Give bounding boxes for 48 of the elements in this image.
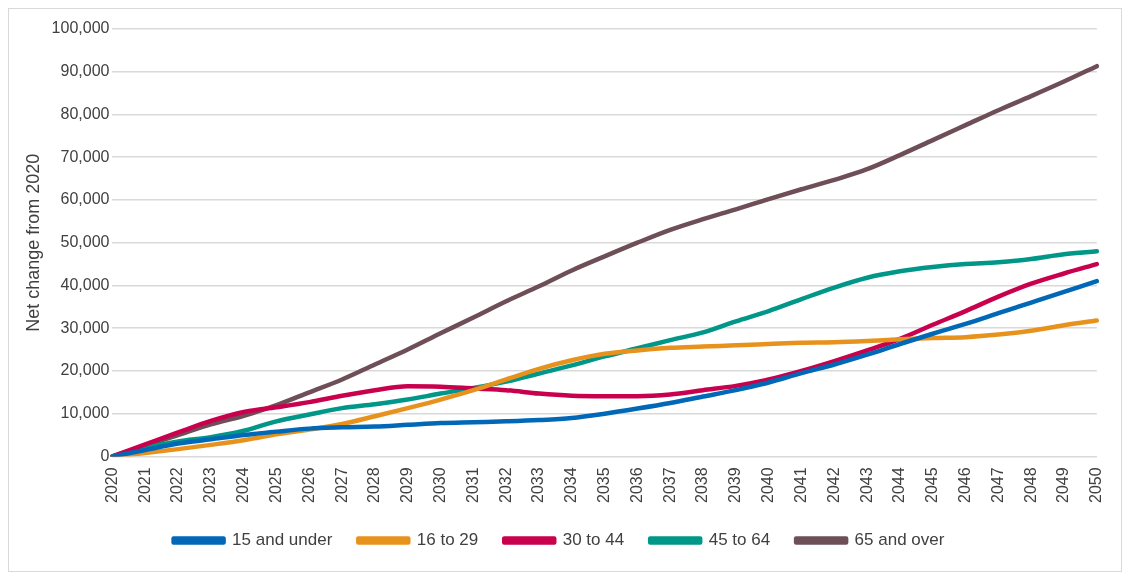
legend-label: 45 to 64 xyxy=(708,530,771,550)
x-tick-label: 2045 xyxy=(923,467,941,503)
x-tick-label: 2027 xyxy=(332,467,350,503)
y-tick-label: 60,000 xyxy=(60,190,110,208)
legend-label: 15 and under xyxy=(232,530,333,550)
x-tick-label: 2042 xyxy=(824,467,842,503)
x-tick-label: 2025 xyxy=(266,467,284,503)
y-tick-label: 90,000 xyxy=(60,62,110,80)
x-tick-label: 2047 xyxy=(988,467,1006,503)
legend-label: 16 to 29 xyxy=(416,530,479,550)
y-tick-label: 80,000 xyxy=(60,104,110,122)
y-tick-label: 10,000 xyxy=(60,404,110,422)
x-tick-label: 2044 xyxy=(890,467,908,503)
x-tick-label: 2033 xyxy=(529,467,547,503)
x-tick-label: 2032 xyxy=(496,467,514,503)
x-tick-label: 2022 xyxy=(168,467,186,503)
x-tick-label: 2031 xyxy=(463,467,481,503)
x-tick-label: 2037 xyxy=(660,467,678,503)
x-tick-label: 2026 xyxy=(299,467,317,503)
x-tick-label: 2048 xyxy=(1021,467,1039,503)
x-tick-label: 2024 xyxy=(234,467,252,503)
y-tick-label: 70,000 xyxy=(60,147,110,165)
x-tick-label: 2040 xyxy=(759,467,777,503)
x-tick-label: 2030 xyxy=(430,467,448,503)
x-tick-label: 2028 xyxy=(365,467,383,503)
x-tick-label: 2035 xyxy=(595,467,613,503)
x-tick-label: 2049 xyxy=(1054,467,1072,503)
y-tick-label: 100,000 xyxy=(51,19,110,37)
x-tick-label: 2046 xyxy=(955,467,973,503)
x-tick-label: 2038 xyxy=(693,467,711,503)
y-tick-label: 20,000 xyxy=(60,361,110,379)
x-tick-label: 2034 xyxy=(562,467,580,503)
x-tick-label: 2029 xyxy=(398,467,416,503)
x-tick-label: 2036 xyxy=(627,467,645,503)
x-tick-label: 2021 xyxy=(135,467,153,503)
y-tick-label: 0 xyxy=(100,446,110,464)
legend-label: 30 to 44 xyxy=(562,530,625,550)
y-tick-label: 30,000 xyxy=(60,318,110,336)
x-tick-label: 2041 xyxy=(791,467,809,503)
y-tick-label: 40,000 xyxy=(60,275,110,293)
x-tick-label: 2043 xyxy=(857,467,875,503)
x-tick-label: 2050 xyxy=(1087,467,1105,503)
y-axis-title: Net change from 2020 xyxy=(22,153,43,332)
legend-label: 65 and over xyxy=(854,530,945,550)
x-tick-label: 2020 xyxy=(102,467,120,503)
y-tick-label: 50,000 xyxy=(60,233,110,251)
x-tick-label: 2039 xyxy=(726,467,744,503)
x-tick-label: 2023 xyxy=(201,467,219,503)
